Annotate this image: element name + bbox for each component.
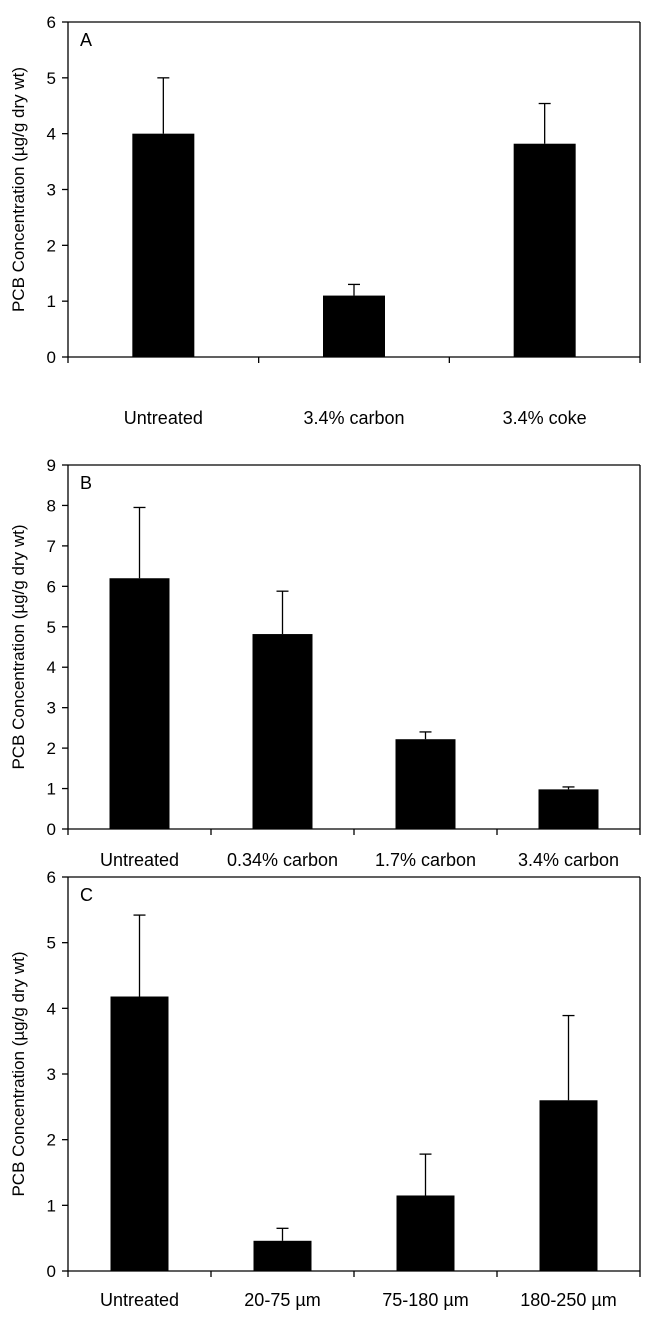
y-tick-label: 5 — [47, 69, 56, 88]
bar — [110, 996, 169, 1271]
y-tick-label: 7 — [47, 537, 56, 556]
category-label: 1.7% carbon — [375, 850, 476, 870]
y-tick-label: 3 — [47, 181, 56, 200]
y-axis-label: PCB Concentration (µg/g dry wt) — [9, 67, 28, 312]
y-tick-label: 5 — [47, 618, 56, 637]
chart-panel-b: 0 1 2 3 4 5 6 7 8 9 Untreated 0.34% carbon 1.7% carb… — [9, 456, 641, 870]
y-tick-label: 2 — [47, 739, 56, 758]
bar — [539, 1100, 598, 1271]
y-tick-label: 6 — [47, 577, 56, 596]
chart-panel-a: 0 1 2 3 4 5 6 Untreated 3.4% carbon 3.4% coke A PCB… — [9, 13, 641, 428]
panel-letter: A — [80, 30, 92, 50]
y-tick-label: 2 — [47, 1131, 56, 1150]
y-tick-label: 5 — [47, 934, 56, 953]
y-tick-label: 9 — [47, 456, 56, 475]
category-label: 3.4% carbon — [518, 850, 619, 870]
y-tick-label: 6 — [47, 13, 56, 32]
category-label: 75-180 µm — [382, 1290, 468, 1310]
bar — [253, 1240, 312, 1271]
y-tick-label: 1 — [47, 780, 56, 799]
category-label: 0.34% carbon — [227, 850, 338, 870]
category-label: 180-250 µm — [520, 1290, 616, 1310]
bar — [132, 133, 195, 357]
y-tick-label: 6 — [47, 868, 56, 887]
y-tick-label: 0 — [47, 348, 56, 367]
y-axis-label: PCB Concentration (µg/g dry wt) — [9, 951, 28, 1196]
category-label: 20-75 µm — [244, 1290, 320, 1310]
y-tick-label: 4 — [47, 658, 56, 677]
y-tick-label: 3 — [47, 699, 56, 718]
panel-letter: C — [80, 885, 93, 905]
bar — [323, 295, 385, 357]
y-tick-label: 8 — [47, 496, 56, 515]
y-tick-label: 4 — [47, 999, 56, 1018]
category-label: Untreated — [100, 850, 179, 870]
y-tick-label: 1 — [47, 1196, 56, 1215]
bar — [396, 1195, 455, 1271]
bar — [252, 634, 313, 829]
bar — [513, 143, 576, 357]
panel-letter: B — [80, 473, 92, 493]
y-tick-label: 4 — [47, 125, 56, 144]
category-label: 3.4% coke — [503, 408, 587, 428]
y-tick-label: 2 — [47, 236, 56, 255]
bar — [109, 578, 170, 829]
bar — [538, 789, 599, 829]
category-label: Untreated — [124, 408, 203, 428]
y-axis-label: PCB Concentration (µg/g dry wt) — [9, 524, 28, 769]
y-tick-label: 1 — [47, 292, 56, 311]
category-label: Untreated — [100, 1290, 179, 1310]
bar — [395, 739, 456, 829]
y-tick-label: 0 — [47, 820, 56, 839]
chart-panel-c: 0 1 2 3 4 5 6 Untreated 20-75 µm 75-180 µm 180-250… — [9, 868, 641, 1310]
y-tick-label: 0 — [47, 1262, 56, 1281]
y-tick-label: 3 — [47, 1065, 56, 1084]
category-label: 3.4% carbon — [303, 408, 404, 428]
